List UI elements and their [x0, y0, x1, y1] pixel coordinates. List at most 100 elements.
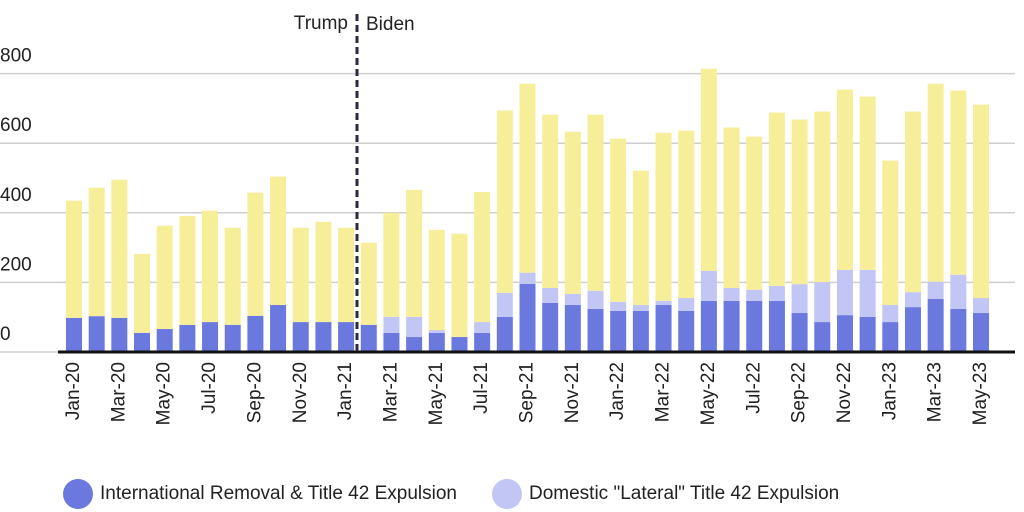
bar-segment — [202, 210, 219, 323]
x-tick-label: Jul-22 — [743, 362, 764, 414]
bar-segment — [746, 300, 763, 352]
x-tick-label: Jul-20 — [199, 362, 220, 414]
bar-segment — [973, 104, 989, 299]
x-tick-label: May-21 — [426, 362, 447, 425]
bar-segment — [474, 322, 491, 333]
bar-segment — [247, 192, 264, 316]
x-tick-label: Jan-21 — [335, 362, 356, 420]
bar-segment — [632, 170, 649, 306]
bar-segment — [88, 187, 105, 317]
bar-segment — [179, 324, 196, 352]
bar-segment — [383, 212, 400, 317]
bar-segment — [496, 316, 513, 352]
y-tick-label: 400 — [0, 185, 32, 206]
bar-segment — [474, 332, 491, 352]
bar-segment — [134, 253, 151, 333]
x-tick-label: May-20 — [154, 362, 175, 425]
y-tick-label: 800 — [0, 46, 32, 67]
bar-segment — [66, 200, 82, 318]
bar-segment — [406, 189, 423, 317]
bar-segment — [474, 191, 491, 323]
x-tick-label: May-23 — [970, 362, 991, 425]
bar-segment — [360, 242, 377, 325]
bar-segment — [224, 324, 241, 352]
y-tick-label: 0 — [0, 324, 11, 345]
bar-segment — [791, 284, 808, 314]
bar-segment — [791, 313, 808, 352]
bar-segment — [927, 83, 944, 282]
bar-segment — [610, 301, 627, 311]
bar-segment — [746, 136, 763, 290]
bar-segment — [292, 322, 309, 352]
annotation: Trump — [294, 13, 348, 34]
bar-segment — [700, 68, 717, 271]
bar-segment — [950, 90, 967, 275]
x-tick-label: Mar-21 — [380, 362, 401, 422]
bar-segment — [723, 300, 740, 352]
bar-segment — [428, 330, 445, 333]
bar-segment — [451, 233, 468, 338]
bar-segment — [496, 110, 513, 293]
bar-segment — [564, 131, 581, 294]
bar-segment — [882, 322, 899, 352]
bar-segment — [859, 96, 876, 270]
bar-segment — [247, 315, 264, 352]
x-tick-label: Jul-21 — [471, 362, 492, 414]
bar-segment — [519, 83, 536, 273]
bar-segment — [406, 337, 423, 352]
bar-segment — [360, 324, 377, 352]
bar-segment — [134, 332, 151, 352]
bar-segment — [202, 322, 219, 352]
bar-segment — [768, 285, 785, 301]
bar-segment — [406, 316, 423, 338]
bar-segment — [904, 292, 921, 308]
bar-segment — [338, 227, 355, 323]
bar-segment — [270, 176, 287, 306]
annotation: Biden — [366, 14, 415, 35]
bar-segment — [610, 310, 627, 352]
x-tick-label: Sep-22 — [789, 362, 810, 423]
bar-segment — [383, 316, 400, 333]
bar-segment — [836, 269, 853, 316]
x-tick-label: Nov-22 — [834, 362, 855, 423]
bar-segment — [587, 290, 604, 309]
bar-segment — [746, 289, 763, 301]
legend-label: Domestic "Lateral" Title 42 Expulsion — [529, 483, 839, 504]
bar-segment — [315, 221, 332, 323]
legend-swatch — [491, 479, 522, 509]
x-tick-label: Mar-20 — [108, 362, 129, 422]
bar-segment — [700, 300, 717, 352]
bar-segment — [610, 138, 627, 302]
bar-segment — [678, 298, 695, 311]
bar-segment — [655, 300, 672, 306]
bar-segment — [723, 127, 740, 288]
bar-segment — [678, 130, 695, 299]
bar-segment — [224, 227, 241, 325]
bar-segment — [950, 274, 967, 309]
bar-segment — [882, 160, 899, 306]
bar-segment — [156, 329, 173, 352]
bar-segment — [973, 313, 989, 352]
plot: 0 200 400 600 800 Jan-20 Mar-20 May-20 Jul-20 Sep… — [0, 46, 1015, 509]
y-tick-label: 200 — [0, 254, 32, 275]
bar-segment — [973, 298, 989, 314]
bar-segment — [315, 322, 332, 352]
bar-segment — [111, 317, 128, 352]
bar-segment — [111, 179, 128, 318]
bar-segment — [859, 316, 876, 352]
bar-segment — [814, 322, 831, 352]
bar-segment — [383, 332, 400, 352]
bar-segment — [836, 315, 853, 352]
bar-segment — [587, 308, 604, 352]
x-tick-label: Mar-22 — [653, 362, 674, 422]
y-tick-label: 600 — [0, 115, 32, 136]
x-tick-label: May-22 — [698, 362, 719, 425]
bar-segment — [564, 293, 581, 306]
bar-segment — [292, 227, 309, 323]
bar-segment — [655, 132, 672, 301]
bar-segment — [156, 225, 173, 330]
bar-segment — [678, 310, 695, 352]
x-tick-label: Nov-21 — [562, 362, 583, 423]
bar-segment — [904, 307, 921, 352]
bar-segment — [564, 305, 581, 352]
